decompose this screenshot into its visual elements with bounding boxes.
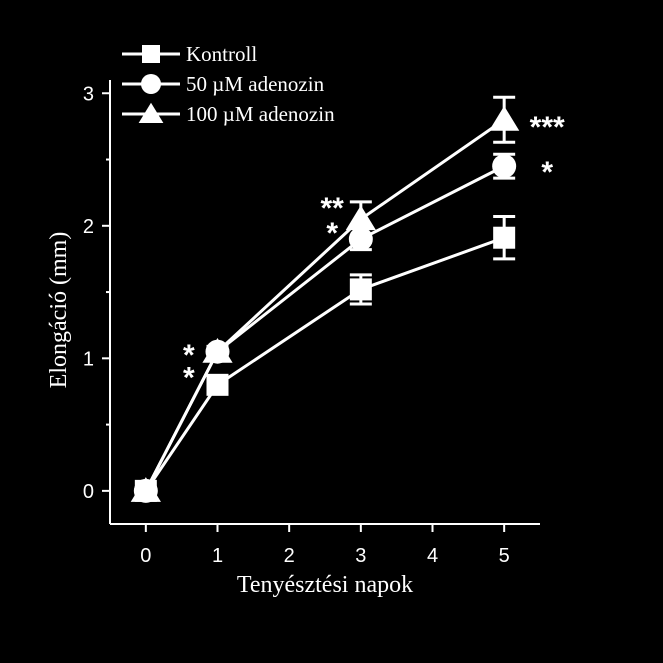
data-point-triangle xyxy=(489,106,520,131)
ticks: 0 1 2 3 4 5 0 1 2 3 xyxy=(83,83,510,567)
markers xyxy=(130,106,520,503)
significance-annotations: ********* xyxy=(183,111,565,394)
series-lines xyxy=(144,118,506,492)
data-point-circle xyxy=(348,227,373,252)
legend-marker-triangle xyxy=(138,102,164,123)
significance-marker: ** xyxy=(320,192,344,225)
legend-marker-square xyxy=(142,45,160,63)
x-axis-title: Tenyésztési napok xyxy=(237,572,413,598)
data-point-circle xyxy=(492,154,517,179)
legend: Kontroll 50 µM adenozin 100 µM adenozin xyxy=(122,42,335,126)
y-axis-title: Elongáció (mm) xyxy=(46,232,72,389)
significance-marker: * xyxy=(183,362,195,395)
y-tick-label-0: 0 xyxy=(83,481,94,503)
y-tick-label-3: 3 xyxy=(83,83,94,105)
significance-marker: * xyxy=(183,339,195,372)
legend-marker-circle xyxy=(141,74,161,94)
x-tick-label-4: 4 xyxy=(427,545,438,567)
data-point-square xyxy=(349,278,372,301)
x-tick-label-0: 0 xyxy=(140,545,151,567)
x-tick-label-1: 1 xyxy=(212,545,223,567)
y-tick-label-2: 2 xyxy=(83,216,94,238)
significance-marker: * xyxy=(326,217,338,250)
legend-label-2: 100 µM adenozin xyxy=(186,102,335,126)
data-point-triangle xyxy=(202,337,233,363)
axes xyxy=(109,80,540,525)
series-line-0 xyxy=(144,236,505,492)
legend-label-0: Kontroll xyxy=(186,42,257,66)
y-tick-label-1: 1 xyxy=(83,348,94,370)
legend-label-1: 50 µM adenozin xyxy=(186,72,325,96)
x-tick-label-5: 5 xyxy=(499,545,510,567)
series-line-2 xyxy=(144,118,506,492)
data-point-square xyxy=(206,373,229,396)
significance-marker: * xyxy=(541,156,553,189)
data-point-triangle xyxy=(345,205,376,231)
data-point-triangle xyxy=(130,477,161,502)
x-tick-label-3: 3 xyxy=(355,545,366,567)
x-tick-label-2: 2 xyxy=(284,545,295,567)
significance-marker: *** xyxy=(530,111,565,144)
data-point-square xyxy=(493,226,516,249)
